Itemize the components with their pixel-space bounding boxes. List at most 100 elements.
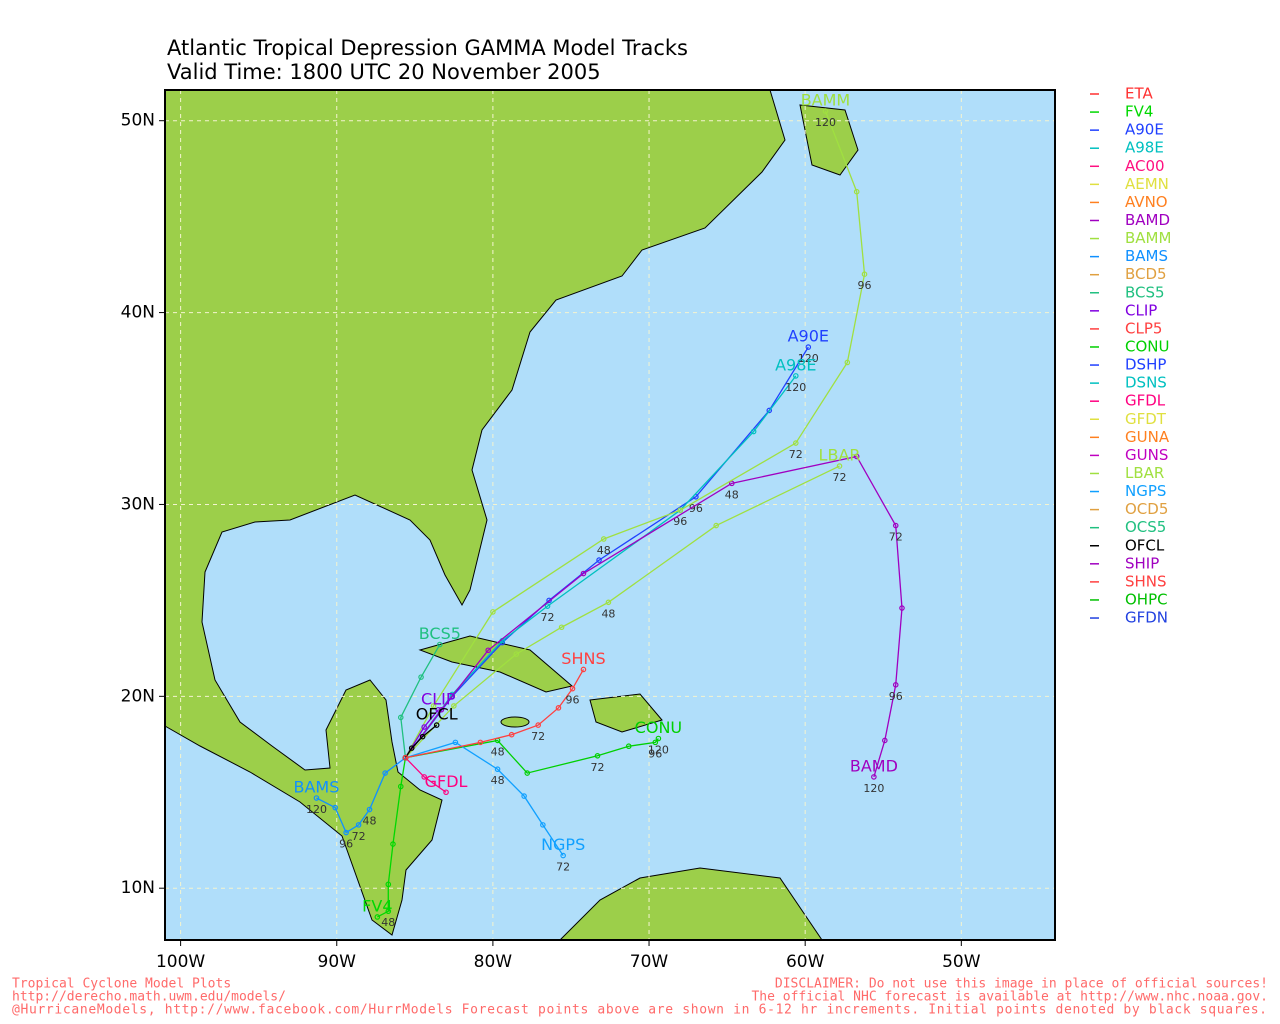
track-point	[580, 666, 587, 673]
map-frame	[164, 89, 1056, 941]
y-tick-label: 40N	[121, 303, 155, 323]
track	[405, 741, 564, 856]
track	[404, 724, 438, 759]
legend-label: GFDT	[1125, 410, 1167, 428]
forecast-hour: 48	[381, 916, 395, 929]
legend-label: SHNS	[1125, 572, 1167, 590]
x-tick-label: 50W	[942, 952, 981, 972]
track-point	[766, 407, 773, 414]
forecast-hour: 48	[363, 815, 377, 828]
track-point	[871, 774, 877, 780]
track-point	[397, 714, 404, 721]
track-point	[560, 852, 566, 859]
track-point	[853, 453, 860, 460]
legend-label: ETA	[1125, 85, 1153, 103]
forecast-hour: 96	[858, 279, 872, 292]
track-point	[836, 463, 843, 469]
track-point	[524, 770, 531, 776]
track-point	[892, 522, 899, 529]
track-point	[521, 793, 527, 799]
legend-label: GFDN	[1125, 609, 1168, 627]
track-label: CLIP	[421, 689, 456, 708]
track-point	[728, 480, 735, 487]
legend-label: DSNS	[1125, 374, 1167, 392]
forecast-hour: 72	[556, 861, 570, 874]
track	[404, 375, 797, 759]
legend-label: OHPC	[1125, 590, 1168, 608]
track-point	[861, 271, 868, 277]
legend-label: NGPS	[1125, 482, 1166, 500]
track-point	[793, 440, 799, 446]
track-point	[822, 108, 829, 114]
track-point	[513, 651, 520, 657]
track	[405, 669, 585, 759]
track-point	[655, 735, 662, 742]
forecast-hour: 48	[597, 544, 611, 557]
track-point	[390, 841, 396, 847]
track-point	[451, 703, 457, 709]
track-point	[535, 722, 541, 728]
track-point	[485, 647, 492, 654]
track-point	[580, 570, 587, 577]
x-tick-label: 80W	[474, 952, 513, 972]
legend-label: A98E	[1125, 139, 1164, 157]
track-point	[892, 682, 899, 688]
forecast-hour: 96	[648, 747, 662, 760]
forecast-hour: 120	[798, 352, 819, 365]
chart-subtitle: Valid Time: 1800 UTC 20 November 2005	[167, 60, 601, 84]
track-point	[477, 739, 484, 746]
legend-label: AVNO	[1125, 193, 1168, 211]
track-point	[443, 789, 449, 796]
forecast-hour: 96	[689, 502, 703, 515]
track-point	[366, 806, 373, 813]
track-point	[343, 829, 349, 836]
track	[404, 455, 903, 778]
track-point	[355, 822, 362, 828]
forecast-hour: 96	[673, 515, 687, 528]
forecast-hour: 48	[601, 607, 615, 620]
track	[316, 757, 406, 834]
track-point	[438, 706, 445, 713]
track-point	[332, 804, 338, 811]
forecast-hour: 72	[591, 761, 605, 774]
legend-label: GUNA	[1125, 428, 1170, 446]
track-point	[853, 188, 860, 195]
track-point	[677, 507, 684, 514]
forecast-hour: 72	[352, 830, 366, 843]
forecast-hour: 48	[725, 488, 739, 501]
track-point	[437, 641, 443, 648]
track-point	[418, 674, 424, 680]
track-point	[421, 774, 427, 780]
legend-label: A90E	[1125, 121, 1164, 139]
legend-label: GUNS	[1125, 446, 1168, 464]
track	[404, 465, 840, 759]
legend-label: AEMN	[1125, 175, 1169, 193]
track-point	[558, 624, 565, 631]
legend-label: SHIP	[1125, 554, 1159, 572]
north-america	[164, 89, 786, 936]
track-point	[713, 522, 719, 529]
forecast-hour: 48	[491, 745, 505, 758]
track	[404, 110, 866, 759]
track-point	[385, 908, 392, 915]
track-point	[494, 766, 501, 773]
track-point	[508, 731, 515, 738]
forecast-hour: 96	[566, 694, 580, 707]
track-label: GFDL	[425, 772, 468, 791]
forecast-hour: 120	[863, 782, 884, 795]
track-label: BCS5	[419, 624, 461, 643]
footer: @HurricaneModels, http://www.facebook.co…	[12, 1003, 1267, 1018]
forecast-hour: 72	[541, 611, 555, 624]
track-point	[421, 724, 427, 730]
track	[405, 738, 659, 774]
forecast-hour: 96	[339, 838, 353, 851]
track-point	[882, 737, 888, 744]
y-tick-label: 20N	[121, 686, 155, 706]
legend-label: CLP5	[1125, 319, 1162, 337]
track-point	[382, 770, 388, 776]
track-point	[594, 753, 601, 759]
legend-label: AC00	[1125, 157, 1165, 175]
track-point	[435, 706, 442, 713]
track-point	[569, 685, 576, 692]
